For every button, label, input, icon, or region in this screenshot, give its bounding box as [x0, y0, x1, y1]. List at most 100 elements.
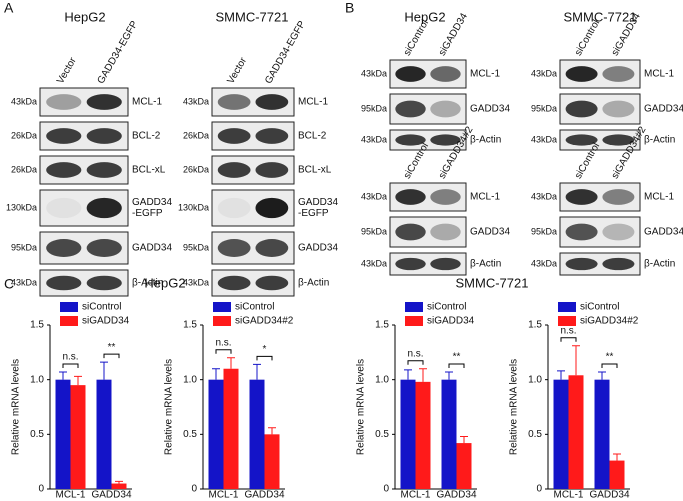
significance-bracket [103, 353, 120, 359]
protein-label: MCL-1 [470, 192, 500, 203]
molecular-weight: 130kDa [6, 202, 37, 212]
y-tick-label: 1.0 [375, 374, 389, 385]
band [255, 94, 289, 110]
band [46, 239, 82, 257]
molecular-weight: 43kDa [183, 96, 209, 106]
legend-label: siGADD34#2 [580, 316, 639, 327]
molecular-weight: 43kDa [361, 191, 387, 201]
error-bar [572, 345, 580, 376]
molecular-weight: 43kDa [531, 68, 557, 78]
molecular-weight: 26kDa [183, 164, 209, 174]
lane-label: GADD34-EGFP [96, 19, 141, 86]
panel-label: B [345, 0, 354, 16]
error-bar [598, 371, 606, 380]
band [217, 94, 251, 110]
molecular-weight: 43kDa [183, 277, 209, 287]
x-tick-label: GADD34 [244, 490, 284, 501]
molecular-weight: 95kDa [531, 103, 557, 113]
bar [96, 379, 112, 489]
protein-label: MCL-1 [132, 97, 162, 108]
bar [441, 379, 457, 489]
protein-label: β-Actin [644, 259, 675, 270]
molecular-weight: 95kDa [361, 226, 387, 236]
legend-label: siControl [427, 302, 466, 313]
molecular-weight: 26kDa [11, 164, 37, 174]
protein-label: MCL-1 [470, 69, 500, 80]
band [565, 189, 598, 205]
panel-label: C [4, 276, 14, 292]
band [430, 257, 461, 271]
band [255, 197, 289, 219]
bar [249, 379, 265, 489]
y-tick-label: 1.5 [30, 320, 44, 331]
x-tick-label: MCL-1 [400, 490, 430, 501]
blot-title: HepG2 [64, 9, 105, 24]
band [46, 94, 82, 110]
band [395, 100, 426, 118]
legend-label: siGADD34 [427, 316, 475, 327]
error-bar [212, 368, 220, 380]
error-bar [419, 368, 427, 382]
band [217, 197, 251, 219]
significance-bracket [560, 337, 577, 342]
molecular-weight: 43kDa [531, 258, 557, 268]
error-bar [613, 453, 621, 461]
protein-label: BCL-2 [298, 131, 327, 142]
bar [609, 460, 625, 489]
molecular-weight: 43kDa [11, 96, 37, 106]
protein-label: β-Actin [132, 278, 163, 289]
significance-label: ** [108, 342, 116, 353]
band [86, 128, 122, 144]
lane-label: GADD34-EGFP [263, 19, 308, 86]
band [217, 275, 251, 291]
band [255, 162, 289, 178]
legend-swatch [558, 302, 576, 312]
band [430, 100, 461, 118]
band [602, 134, 635, 146]
band [395, 66, 426, 82]
protein-label: BCL-xL [298, 165, 332, 176]
bar [400, 379, 416, 489]
protein-label: GADD34 [470, 227, 510, 238]
band [395, 223, 426, 241]
blot-strip [559, 216, 641, 248]
band [86, 94, 122, 110]
molecular-weight: 43kDa [361, 258, 387, 268]
x-tick-label: GADD34 [91, 490, 131, 501]
legend-swatch [213, 316, 231, 326]
protein-label: GADD34 [298, 197, 338, 208]
error-bar [445, 371, 453, 380]
molecular-weight: 95kDa [183, 242, 209, 252]
protein-label: -EGFP [298, 208, 329, 219]
bar [456, 443, 472, 489]
legend-swatch [405, 302, 423, 312]
lane-label: Vector [225, 55, 249, 86]
error-bar [557, 370, 565, 380]
significance-bracket [256, 355, 273, 361]
molecular-weight: 43kDa [531, 134, 557, 144]
x-tick-label: MCL-1 [553, 490, 583, 501]
x-tick-label: MCL-1 [55, 490, 85, 501]
band [217, 239, 251, 257]
protein-label: GADD34 [470, 104, 510, 115]
band [395, 189, 426, 205]
legend-label: siControl [235, 302, 274, 313]
molecular-weight: 26kDa [183, 130, 209, 140]
protein-label: β-Actin [298, 278, 329, 289]
protein-label: -EGFP [132, 208, 163, 219]
molecular-weight: 43kDa [531, 191, 557, 201]
band [255, 275, 289, 291]
legend-swatch [558, 316, 576, 326]
legend-label: siGADD34#2 [235, 316, 294, 327]
protein-label: BCL-xL [132, 165, 166, 176]
section-title: SMMC-7721 [456, 275, 529, 290]
error-bar [404, 369, 412, 380]
band [430, 134, 461, 146]
error-bar [74, 375, 82, 386]
band [602, 66, 635, 82]
molecular-weight: 26kDa [11, 130, 37, 140]
blot-title: HepG2 [404, 9, 445, 24]
bar [223, 368, 239, 489]
band [217, 162, 251, 178]
y-tick-label: 1.0 [528, 374, 542, 385]
